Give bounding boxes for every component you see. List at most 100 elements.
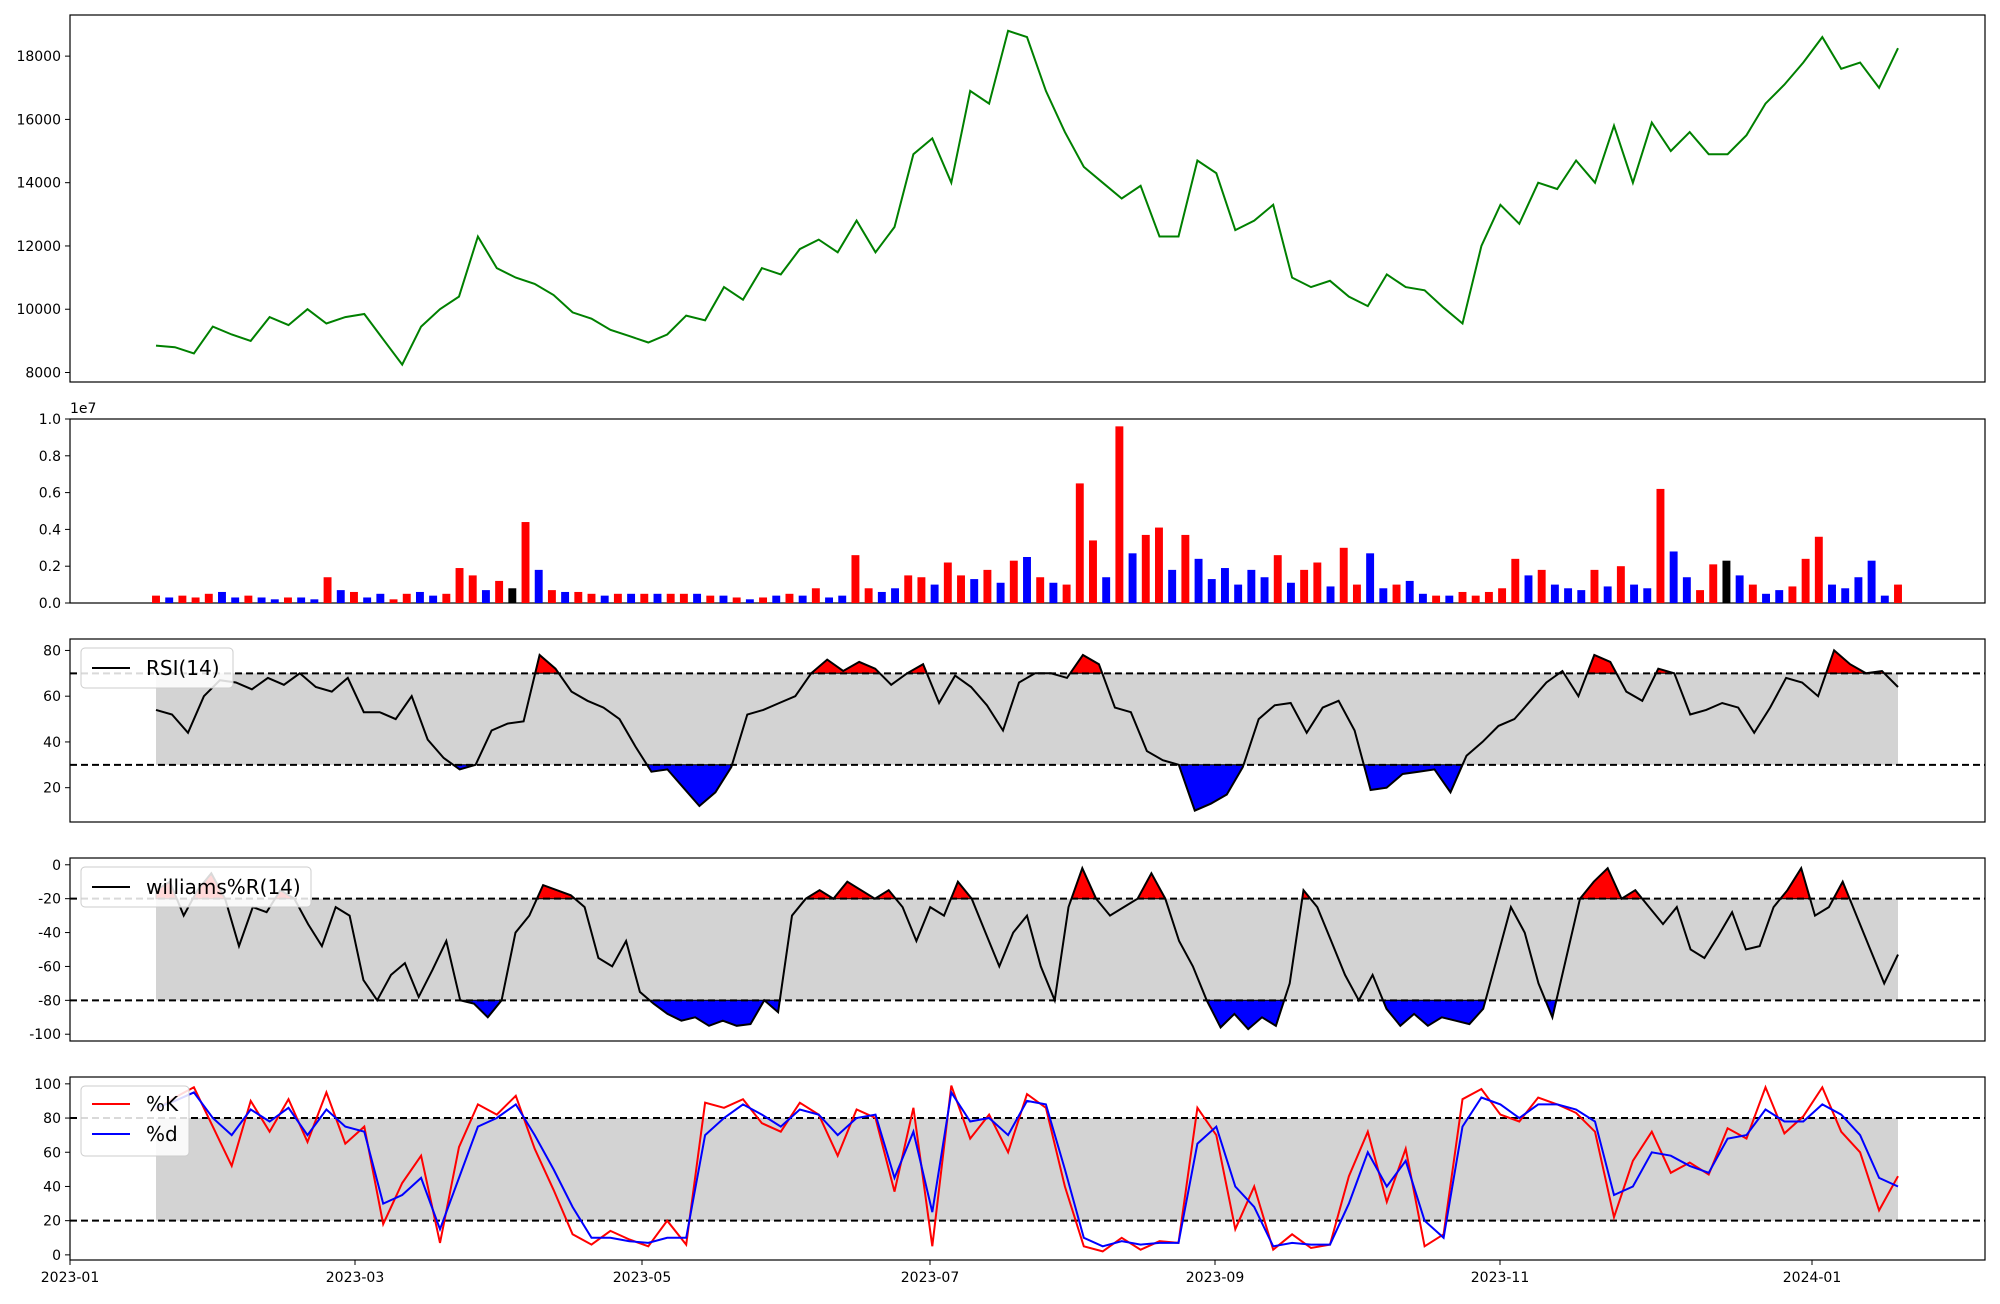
stochastic-ytick-label: 100 <box>34 1077 61 1093</box>
volume-bar <box>877 591 886 603</box>
volume-bar <box>495 580 504 603</box>
price-ytick-label: 8000 <box>25 366 61 382</box>
volume-ytick-label: 0.4 <box>39 522 61 538</box>
volume-bar <box>627 593 636 603</box>
stochastic-ytick-label: 40 <box>43 1179 61 1195</box>
volume-bar <box>904 575 913 603</box>
volume-bar <box>1036 577 1045 603</box>
volume-bar <box>442 593 451 603</box>
rsi-band <box>156 673 1898 765</box>
stochastic-ytick-label: 60 <box>43 1145 61 1161</box>
rsi-ytick-label: 20 <box>43 781 61 797</box>
volume-bar <box>547 590 556 603</box>
volume-ytick-label: 0.6 <box>39 486 61 502</box>
volume-bar <box>204 593 213 603</box>
volume-bar <box>1616 566 1625 603</box>
volume-bar <box>1682 577 1691 603</box>
volume-bar <box>1854 577 1863 603</box>
volume-bar <box>152 595 160 603</box>
volume-bar <box>1432 595 1441 603</box>
volume-bar <box>1023 557 1031 603</box>
volume-bar <box>1577 590 1586 603</box>
volume-bar <box>917 577 926 603</box>
volume-ytick-label: 0.2 <box>39 559 61 575</box>
volume-bar <box>310 599 319 603</box>
volume-bar <box>587 593 596 603</box>
stochastic-ytick-label: 0 <box>52 1248 61 1264</box>
volume-bar <box>1630 584 1639 603</box>
volume-bar <box>1405 580 1414 603</box>
volume-bar <box>825 597 834 603</box>
volume-bar <box>1062 584 1071 603</box>
volume-ytick-label: 0.0 <box>39 596 61 612</box>
volume-bar <box>1009 560 1018 603</box>
stochastic-panel-frame <box>69 1076 1986 1261</box>
williams-ytick-label: -20 <box>38 892 61 908</box>
volume-bar <box>1880 595 1889 603</box>
volume-bar <box>481 590 490 603</box>
volume-bar <box>719 595 728 603</box>
rsi-legend <box>80 647 234 689</box>
williams-ytick-label: -80 <box>38 993 61 1009</box>
stochastic-band <box>156 1118 1898 1221</box>
volume-bar <box>270 599 279 603</box>
volume-bar <box>1484 591 1493 603</box>
volume-bar <box>957 575 965 603</box>
volume-bar <box>613 593 622 603</box>
volume-bar <box>640 593 649 603</box>
volume-bar <box>1735 575 1744 603</box>
volume-bar <box>1748 584 1757 603</box>
volume-bar <box>706 595 715 603</box>
x-tick-label: 2023-11 <box>1471 1270 1530 1286</box>
volume-bar <box>508 588 517 603</box>
volume-bar <box>415 591 424 603</box>
volume-bar <box>402 593 411 603</box>
volume-bar <box>429 595 438 603</box>
volume-bar <box>1194 558 1203 603</box>
rsi-ytick-label: 60 <box>43 689 61 705</box>
volume-bar <box>1168 569 1177 603</box>
volume-ytick-label: 1.0 <box>39 412 61 428</box>
volume-bar <box>1590 569 1599 603</box>
volume-bar <box>534 569 543 603</box>
volume-bar <box>1709 564 1718 603</box>
rsi-panel-frame <box>69 638 1986 823</box>
price-ytick-label: 18000 <box>16 49 61 65</box>
volume-bar <box>1762 593 1770 603</box>
volume-bar <box>1814 536 1823 603</box>
volume-bar <box>468 575 477 603</box>
volume-bar <box>1445 595 1454 603</box>
volume-bar <box>284 597 292 603</box>
volume-bar <box>1220 568 1229 603</box>
volume-bar <box>1155 527 1163 603</box>
volume-bar <box>1656 488 1665 603</box>
volume-bar <box>1366 553 1375 603</box>
volume-bar <box>165 597 174 603</box>
volume-bar <box>363 597 372 603</box>
volume-bar <box>178 595 187 603</box>
volume-bar <box>759 597 768 603</box>
price-line <box>155 29 1899 367</box>
x-tick-label: 2023-09 <box>1186 1270 1245 1286</box>
volume-bar <box>1458 591 1467 603</box>
volume-bar <box>693 593 702 603</box>
price-ytick-label: 10000 <box>16 302 61 318</box>
volume-bar <box>1339 547 1348 603</box>
volume-bar <box>864 588 873 603</box>
stochastic-ytick-label: 80 <box>43 1111 61 1127</box>
volume-bar <box>455 568 464 603</box>
volume-bar <box>1894 584 1902 603</box>
volume-bar <box>891 588 899 603</box>
volume-bar <box>732 597 741 603</box>
volume-bar <box>297 597 306 603</box>
x-tick-label: 2023-01 <box>41 1270 100 1286</box>
rsi-ytick-label: 80 <box>43 643 61 659</box>
rsi-line <box>155 648 1899 812</box>
volume-bar <box>1379 588 1388 603</box>
volume-bar <box>1141 534 1150 603</box>
williams-ytick-label: 0 <box>52 858 61 874</box>
williams-panel-frame <box>69 857 1986 1042</box>
volume-bar <box>389 599 398 603</box>
